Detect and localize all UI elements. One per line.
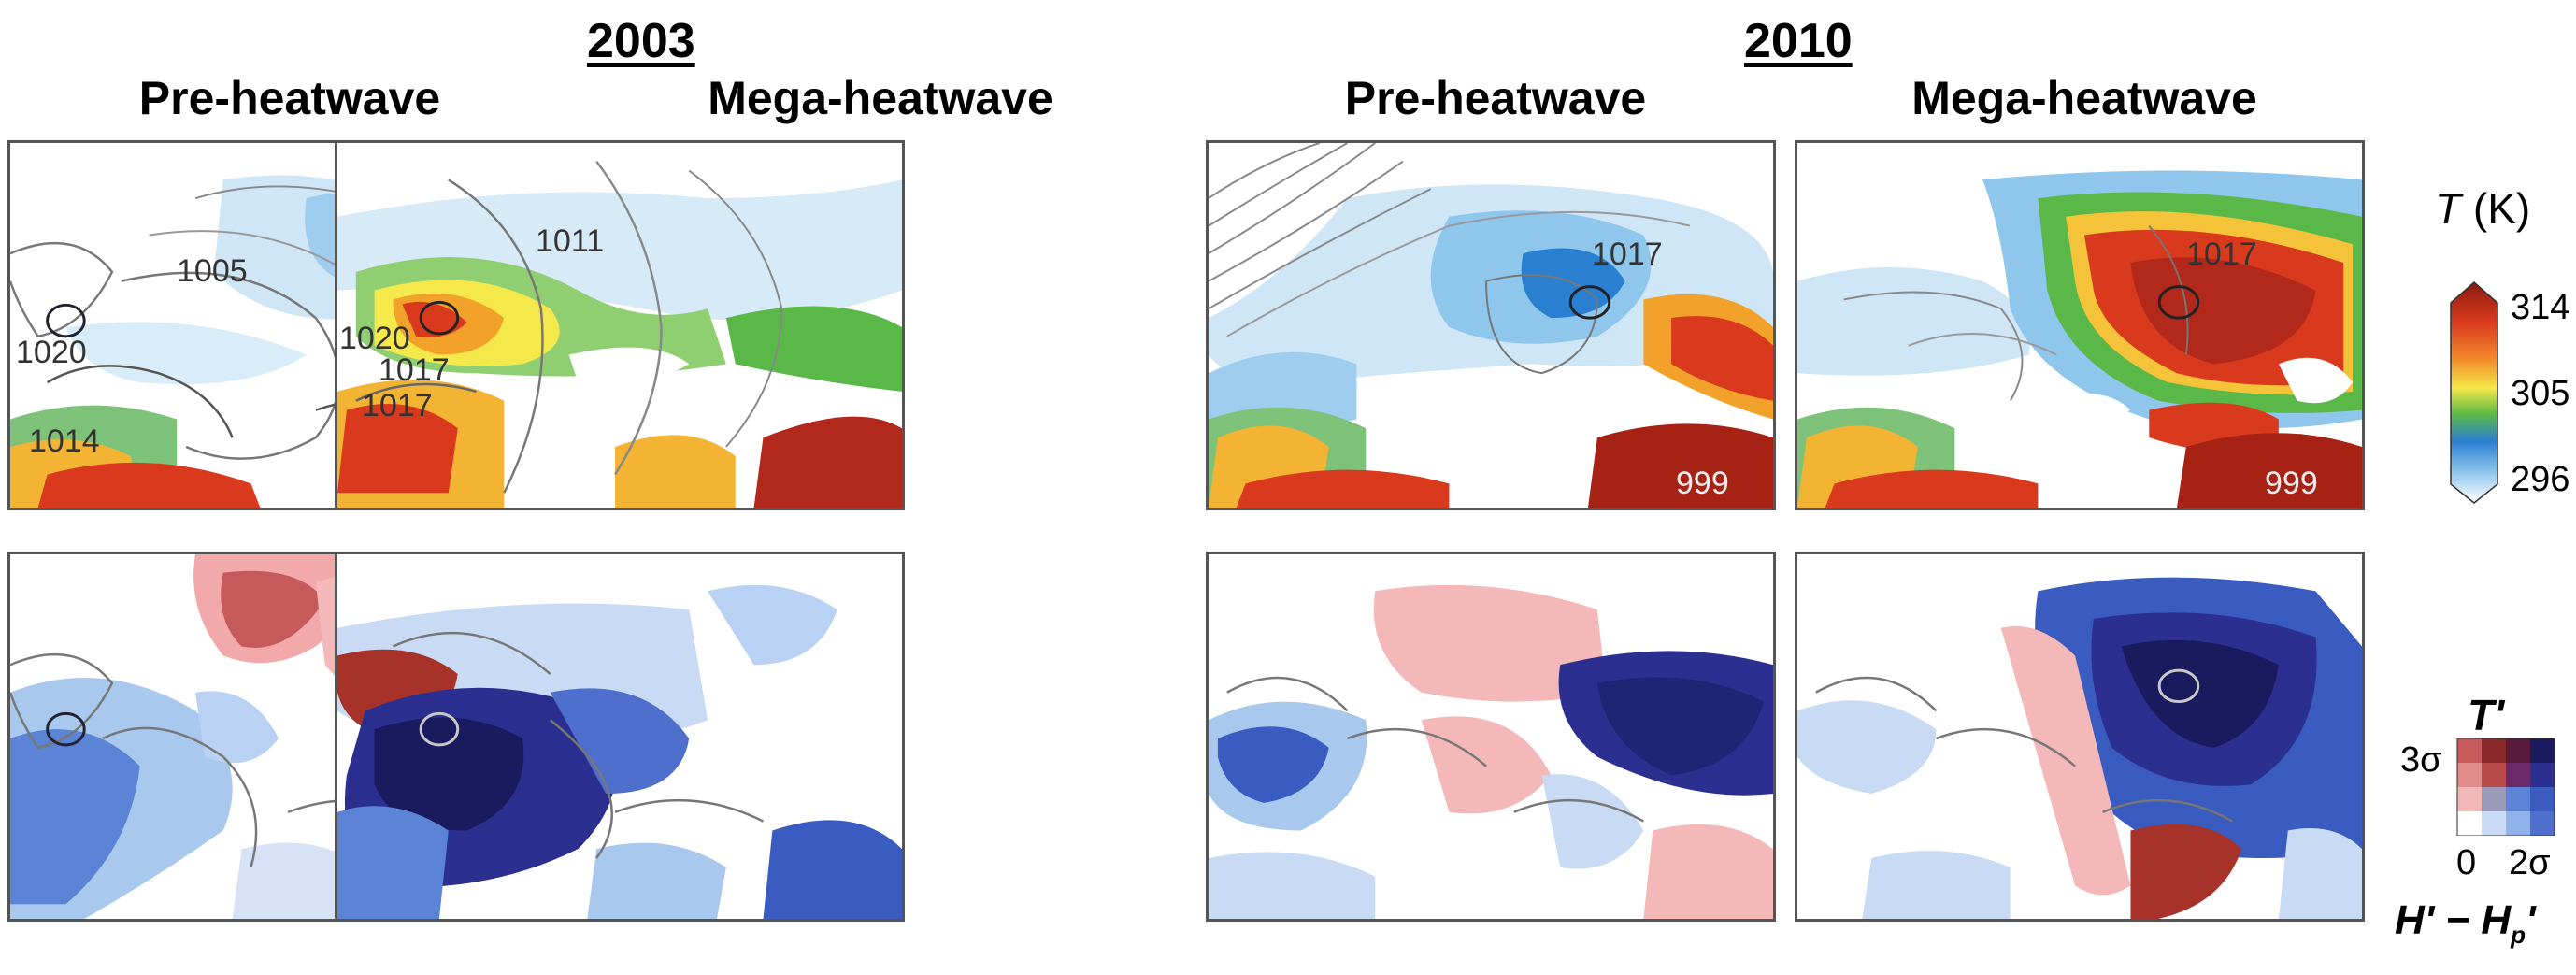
isobar-label: 1005	[177, 253, 248, 289]
map-2010-mega-temperature: 1017 999	[1795, 140, 2365, 510]
map-2003-mega-temperature: 1011 1020 1017 1017	[335, 140, 905, 510]
anomaly-legend-title: T'	[2468, 691, 2505, 739]
anomaly-tick-top: 3σ	[2400, 740, 2442, 780]
year-2010-heading: 2010	[1744, 14, 1853, 68]
map-2010-pre-temperature: 1017 999	[1206, 140, 1776, 510]
isobar-label: 1020	[16, 335, 87, 370]
temperature-legend-title: T (K)	[2435, 184, 2531, 233]
isobar-label: 999	[1676, 466, 1729, 501]
anomaly-tick-2sigma: 2σ	[2509, 843, 2551, 882]
temperature-tick-min: 296	[2511, 460, 2570, 499]
isobar-label: 1011	[536, 223, 605, 259]
phase-heading-2010-pre: Pre-heatwave	[1344, 72, 1647, 124]
map-2010-pre-anomaly	[1206, 552, 1776, 922]
anomaly-bivariate-colorbox	[2456, 738, 2555, 836]
map-2003-mega-anomaly	[335, 552, 905, 922]
phase-heading-2010-mega: Mega-heatwave	[1911, 72, 2257, 124]
anomaly-tick-zero: 0	[2456, 843, 2477, 882]
phase-heading-2003-mega: Mega-heatwave	[708, 72, 1053, 124]
isobar-label: 1014	[29, 423, 100, 459]
anomaly-legend-xlabel: H' − Hp'	[2395, 897, 2536, 949]
temperature-colorbar	[2450, 281, 2498, 504]
temperature-tick-max: 314	[2511, 288, 2570, 327]
isobar-label: 1017	[2186, 237, 2257, 272]
isobar-label: 1017	[1592, 237, 1663, 272]
isobar-label: 1020	[339, 321, 410, 356]
isobar-label: 999	[2265, 466, 2318, 501]
phase-heading-2003-pre: Pre-heatwave	[138, 72, 441, 124]
year-2003-heading: 2003	[587, 14, 695, 68]
map-2010-mega-anomaly	[1795, 552, 2365, 922]
isobar-label: 1017	[362, 388, 433, 423]
isobar-label: 1017	[379, 352, 450, 388]
temperature-tick-mid: 305	[2511, 374, 2570, 413]
